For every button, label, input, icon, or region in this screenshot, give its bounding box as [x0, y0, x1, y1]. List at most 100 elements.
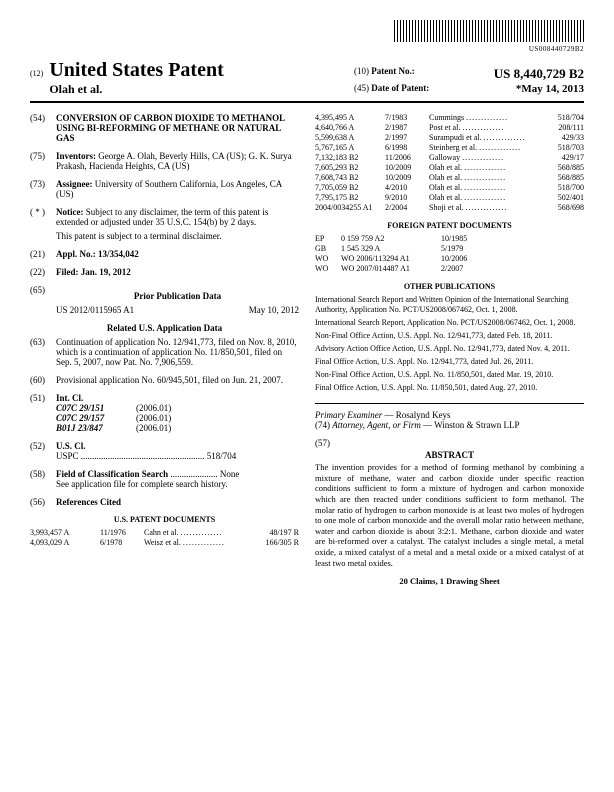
field-continuation: (63) Continuation of application No. 12/… [30, 337, 299, 367]
field-uscl: (52) U.S. Cl. USPC .....................… [30, 441, 299, 461]
code-65: (65) [30, 285, 56, 315]
attorney-line: (74) Attorney, Agent, or Firm — Winston … [315, 420, 584, 430]
examiner-label: Primary Examiner [315, 410, 382, 420]
notice-text: Subject to any disclaimer, the term of t… [56, 207, 268, 227]
code-21: (21) [30, 249, 56, 259]
examiner-name: Rosalynd Keys [396, 410, 451, 420]
abstract-label: ABSTRACT [315, 450, 584, 460]
body-columns: (54) CONVERSION OF CARBON DIOXIDE TO MET… [30, 113, 584, 586]
rule-mid [315, 403, 584, 404]
filed-label: Filed: [56, 267, 79, 277]
abstract-text: The invention provides for a method of f… [315, 462, 584, 568]
field-assignee: (73) Assignee: University of Southern Ca… [30, 179, 299, 199]
related-title: Related U.S. Application Data [30, 323, 299, 333]
provisional-text: Provisional application No. 60/945,501, … [56, 375, 299, 385]
field-provisional: (60) Provisional application No. 60/945,… [30, 375, 299, 385]
notice-label: Notice: [56, 207, 83, 217]
fcs-label: Field of Classification Search [56, 469, 168, 479]
claims-line: 20 Claims, 1 Drawing Sheet [315, 576, 584, 586]
us-patents-left: 3,993,457 A11/1976Cahn et al. 48/197 R4,… [30, 528, 299, 548]
appl-no: 13/354,042 [98, 249, 139, 259]
patent-ref-row: 4,093,029 A6/1978Weisz et al. 166/305 R [30, 538, 299, 548]
patent-no-label: Patent No.: [371, 66, 415, 76]
code-63: (63) [30, 337, 56, 367]
other-pubs-list: International Search Report and Written … [315, 295, 584, 393]
barcode-text: US008440729B2 [30, 45, 584, 53]
field-filed: (22) Filed: Jan. 19, 2012 [30, 267, 299, 277]
field-fcs: (58) Field of Classification Search ....… [30, 469, 299, 489]
intcl-row: B01J 23/847(2006.01) [56, 423, 299, 433]
us-patents-title: U.S. PATENT DOCUMENTS [30, 515, 299, 524]
header-right: (10) Patent No.: US 8,440,729 B2 (45) Da… [354, 65, 584, 97]
date-code: (45) [354, 83, 369, 93]
code-58: (58) [30, 469, 56, 489]
patent-ref-row: 4,395,495 A7/1983Cummings 518/704 [315, 113, 584, 123]
rule-top [30, 101, 584, 103]
header: (12) United States Patent Olah et al. (1… [30, 59, 584, 97]
field-notice: ( * ) Notice: Subject to any disclaimer,… [30, 207, 299, 241]
uscl-line: USPC ...................................… [56, 451, 299, 461]
patent-ref-row: 4,640,766 A2/1987Post et al. 208/111 [315, 123, 584, 133]
abstract-block: (57) ABSTRACT The invention provides for… [315, 438, 584, 568]
field-title: (54) CONVERSION OF CARBON DIOXIDE TO MET… [30, 113, 299, 143]
header-code: (12) [30, 69, 43, 78]
patent-date: *May 14, 2013 [516, 82, 584, 97]
fcs-value: None [220, 469, 240, 479]
continuation-text: Continuation of application No. 12/941,7… [56, 337, 299, 367]
code-74: (74) [315, 420, 330, 430]
code-57: (57) [315, 438, 330, 448]
patent-ref-row: 5,767,165 A6/1998Steinberg et al. 518/70… [315, 143, 584, 153]
code-54: (54) [30, 113, 56, 143]
foreign-ref-row: WOWO 2006/113294 A110/2006 [315, 254, 584, 264]
foreign-list: EP0 159 759 A210/1985GB1 545 329 A5/1979… [315, 234, 584, 274]
notice-text-2: This patent is subject to a terminal dis… [56, 231, 299, 241]
right-column: 4,395,495 A7/1983Cummings 518/7044,640,7… [315, 113, 584, 586]
barcode-graphic [394, 20, 584, 42]
patent-ref-row: 7,795,175 B29/2010Olah et al. 502/401 [315, 193, 584, 203]
attorney-label: Attorney, Agent, or Firm [332, 420, 421, 430]
intcl-row: C07C 29/157(2006.01) [56, 413, 299, 423]
patent-ref-row: 7,608,743 B210/2009Olah et al. 568/885 [315, 173, 584, 183]
field-inventors: (75) Inventors: George A. Olah, Beverly … [30, 151, 299, 171]
fcs-note: See application file for complete search… [56, 479, 299, 489]
invention-title: CONVERSION OF CARBON DIOXIDE TO METHANOL… [56, 113, 285, 143]
date-label: Date of Patent: [371, 83, 429, 93]
other-pubs-title: OTHER PUBLICATIONS [315, 282, 584, 291]
foreign-ref-row: WOWO 2007/014487 A12/2007 [315, 264, 584, 274]
appl-label: Appl. No.: [56, 249, 96, 259]
patent-no-code: (10) [354, 66, 369, 76]
uscl-label: U.S. Cl. [56, 441, 86, 451]
foreign-title: FOREIGN PATENT DOCUMENTS [315, 221, 584, 230]
field-appl: (21) Appl. No.: 13/354,042 [30, 249, 299, 259]
header-title: United States Patent [49, 59, 223, 82]
patent-ref-row: 7,132,183 B211/2006Galloway 429/17 [315, 153, 584, 163]
filed-date: Jan. 19, 2012 [81, 267, 131, 277]
foreign-ref-row: EP0 159 759 A210/1985 [315, 234, 584, 244]
patent-ref-row: 7,605,293 B210/2009Olah et al. 568/885 [315, 163, 584, 173]
patent-ref-row: 5,599,638 A2/1997Surampudi et al. 429/33 [315, 133, 584, 143]
code-56: (56) [30, 497, 56, 507]
code-52: (52) [30, 441, 56, 461]
other-pub-item: Final Office Action, U.S. Appl. No. 12/9… [315, 357, 584, 367]
code-notice: ( * ) [30, 207, 56, 241]
code-22: (22) [30, 267, 56, 277]
code-75: (75) [30, 151, 56, 171]
field-refs: (56) References Cited [30, 497, 299, 507]
inventors-label: Inventors: [56, 151, 96, 161]
prior-pub-title: Prior Publication Data [56, 291, 299, 301]
intcl-list: C07C 29/151(2006.01)C07C 29/157(2006.01)… [56, 403, 299, 433]
intcl-row: C07C 29/151(2006.01) [56, 403, 299, 413]
patent-ref-row: 7,705,059 B24/2010Olah et al. 518/700 [315, 183, 584, 193]
header-left: (12) United States Patent Olah et al. [30, 59, 224, 97]
barcode-block: US008440729B2 [30, 20, 584, 53]
code-51: (51) [30, 393, 56, 433]
prior-pub-no: US 2012/0115965 A1 [56, 305, 134, 315]
intcl-label: Int. Cl. [56, 393, 83, 403]
examiner-line: Primary Examiner — Rosalynd Keys [315, 410, 584, 420]
code-60: (60) [30, 375, 56, 385]
code-73: (73) [30, 179, 56, 199]
foreign-ref-row: GB1 545 329 A5/1979 [315, 244, 584, 254]
field-intcl: (51) Int. Cl. C07C 29/151(2006.01)C07C 2… [30, 393, 299, 433]
prior-pub-date: May 10, 2012 [249, 305, 299, 315]
other-pub-item: Final Office Action, U.S. Appl. No. 11/8… [315, 383, 584, 393]
